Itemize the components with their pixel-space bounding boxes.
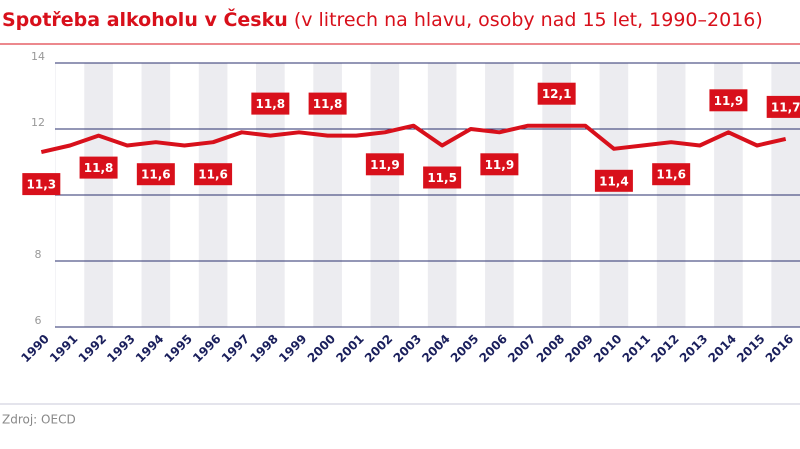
value-label-box — [766, 95, 800, 118]
value-label: 11,4 — [599, 174, 629, 188]
value-label: 11,5 — [427, 171, 457, 185]
x-tick-label: 1997 — [219, 332, 253, 366]
x-tick-label: 1993 — [104, 332, 138, 366]
value-label: 11,6 — [198, 168, 228, 182]
x-tick-label: 2016 — [763, 332, 797, 366]
value-label: 11,9 — [370, 158, 400, 172]
value-label-box — [251, 92, 290, 115]
y-tick-label: 12 — [31, 116, 45, 129]
chart-title-group: Spotřeba alkoholu v Česku (v litrech na … — [2, 7, 763, 31]
x-tick-label: 2012 — [648, 332, 682, 366]
x-tick-label: 2013 — [677, 332, 711, 366]
x-tick-label: 2003 — [391, 332, 425, 366]
value-label: 11,3 — [27, 178, 57, 192]
value-label: 11,8 — [313, 97, 343, 111]
x-tick-label: 1991 — [47, 332, 81, 366]
x-tick-label: 2006 — [476, 332, 510, 366]
x-tick-label: 2002 — [362, 332, 396, 366]
y-tick-label: 14 — [31, 50, 45, 63]
x-tick-label: 1995 — [162, 332, 196, 366]
value-label-box — [22, 173, 61, 196]
x-tick-label: 2015 — [734, 332, 768, 366]
x-tick-label: 2004 — [419, 332, 453, 366]
value-label-box — [537, 82, 576, 105]
value-label: 11,7 — [771, 100, 800, 114]
x-tick-label: 2007 — [505, 332, 539, 366]
value-label: 11,6 — [656, 168, 686, 182]
x-tick-label: 2001 — [333, 332, 367, 366]
value-label: 11,8 — [84, 161, 114, 175]
y-tick-label: 6 — [35, 314, 42, 327]
plot-area: 6810121419901991199219931994199519961997… — [18, 50, 800, 365]
x-tick-label: 1996 — [190, 332, 224, 366]
value-label-box — [365, 153, 404, 176]
x-tick-label: 1998 — [247, 332, 281, 366]
x-tick-label: 2014 — [706, 332, 740, 366]
x-tick-label: 2005 — [448, 332, 482, 366]
value-label-box — [480, 153, 519, 176]
x-tick-label: 2009 — [562, 332, 596, 366]
x-tick-label: 1990 — [18, 332, 52, 366]
value-label: 11,8 — [256, 97, 286, 111]
value-label: 12,1 — [542, 87, 572, 101]
x-tick-label: 1994 — [133, 332, 167, 366]
x-tick-label: 2000 — [305, 332, 339, 366]
x-tick-label: 2008 — [534, 332, 568, 366]
value-label: 11,9 — [485, 158, 515, 172]
value-label-box — [709, 89, 748, 112]
value-label-box — [136, 163, 175, 186]
chart-title: Spotřeba alkoholu v Česku — [2, 7, 288, 31]
data-line — [40, 123, 787, 155]
x-tick-label: 1999 — [276, 332, 310, 366]
value-label-box — [423, 166, 462, 189]
value-label-box — [194, 163, 233, 186]
value-label-box — [308, 92, 347, 115]
value-label-box — [652, 163, 691, 186]
value-label-box — [79, 156, 118, 179]
value-label-box — [594, 169, 633, 192]
chart-subtitle: (v litrech na hlavu, osoby nad 15 let, 1… — [294, 9, 763, 31]
value-label: 11,9 — [714, 94, 744, 108]
source: Zdroj: OECD — [2, 413, 76, 427]
x-tick-label: 1992 — [76, 332, 110, 366]
x-tick-label: 2010 — [591, 332, 625, 366]
value-label: 11,6 — [141, 168, 171, 182]
y-tick-label: 8 — [35, 248, 42, 261]
x-tick-label: 2011 — [620, 332, 654, 366]
